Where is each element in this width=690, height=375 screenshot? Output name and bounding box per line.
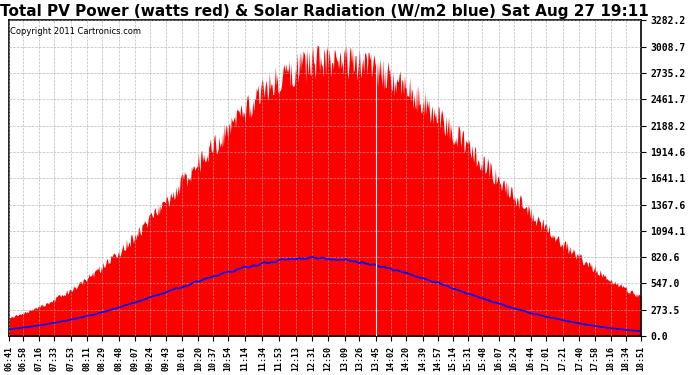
Text: Copyright 2011 Cartronics.com: Copyright 2011 Cartronics.com	[10, 27, 141, 36]
Title: Total PV Power (watts red) & Solar Radiation (W/m2 blue) Sat Aug 27 19:11: Total PV Power (watts red) & Solar Radia…	[1, 4, 649, 19]
